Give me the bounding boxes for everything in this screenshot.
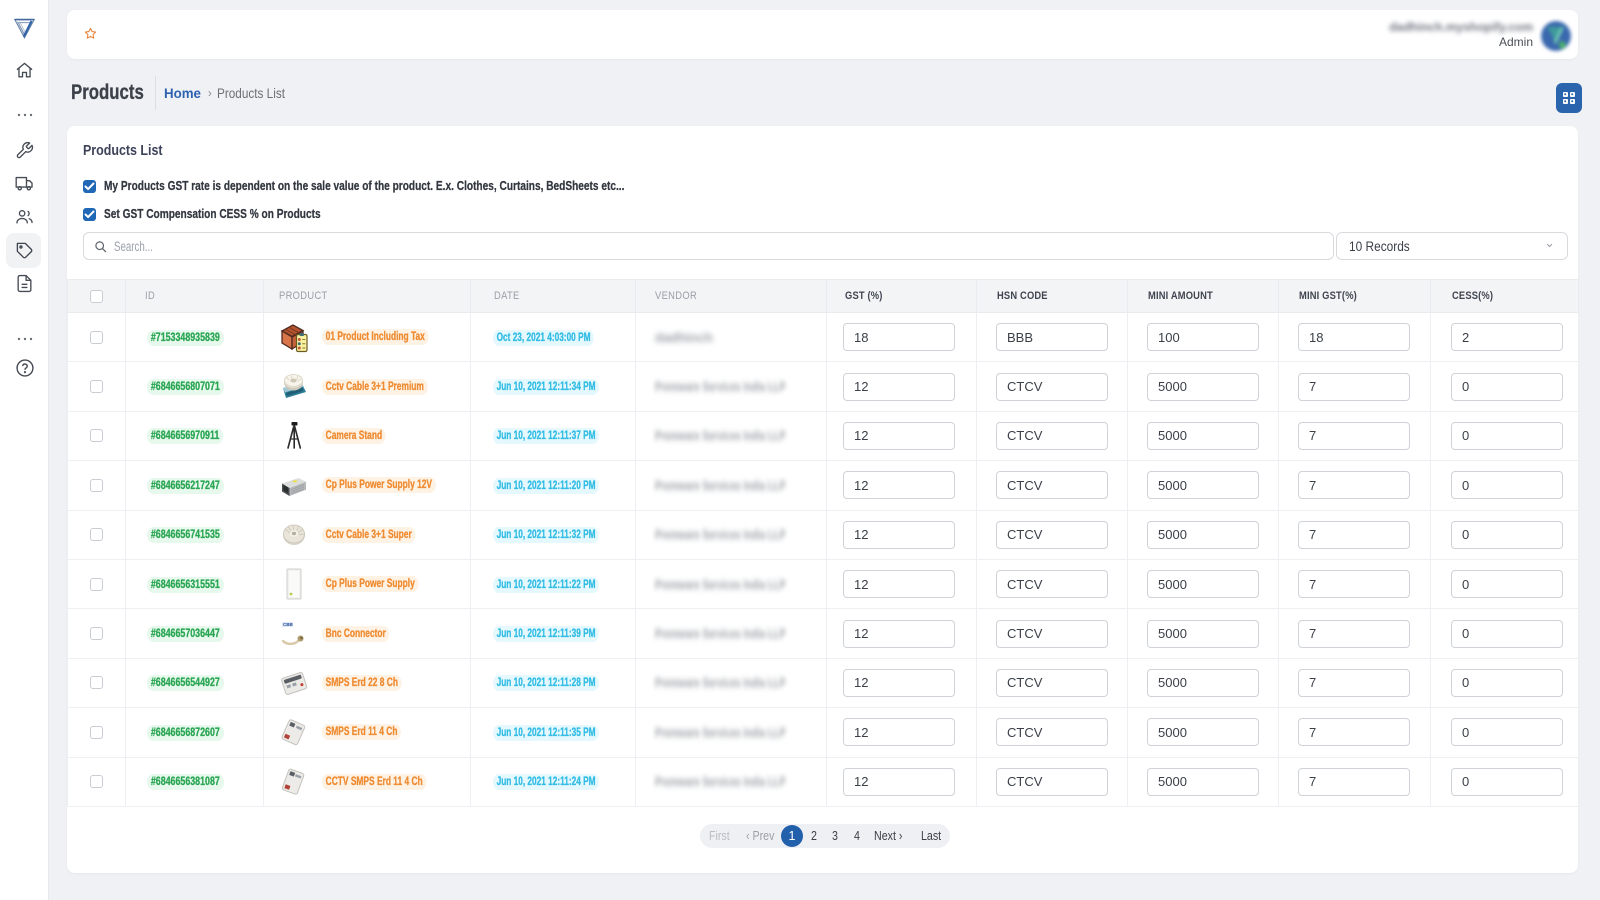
svg-text:CBB: CBB — [283, 622, 293, 627]
